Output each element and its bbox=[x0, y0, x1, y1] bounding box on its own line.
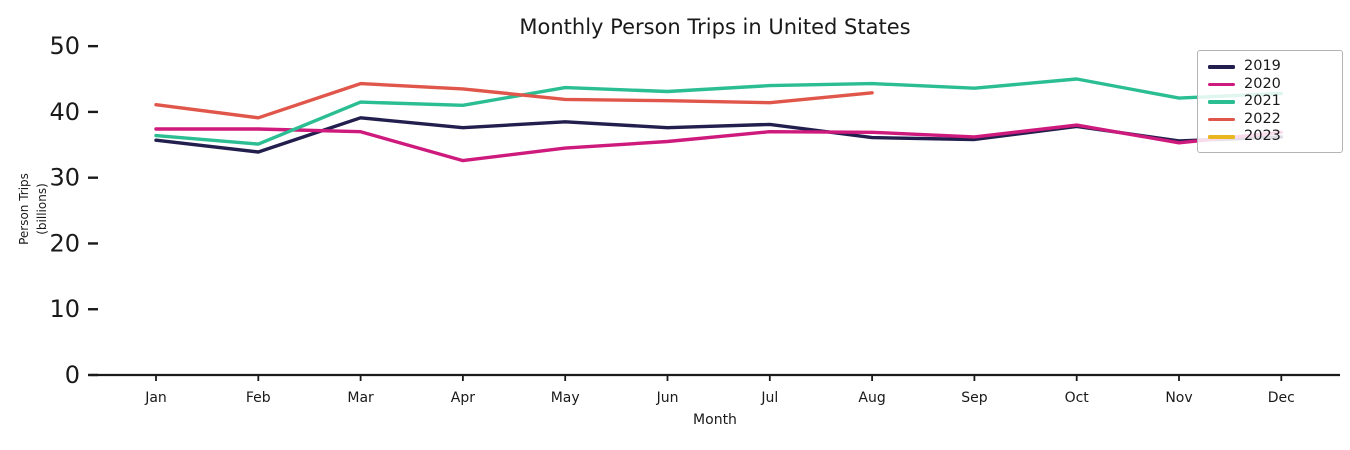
legend-item-2023: 2023 bbox=[1208, 128, 1332, 146]
legend-line-swatch-2019 bbox=[1208, 65, 1235, 69]
legend-item-2022: 2022 bbox=[1208, 111, 1332, 129]
legend-label: 2019 bbox=[1244, 58, 1281, 74]
legend-item-2019: 2019 bbox=[1208, 58, 1332, 76]
chart-title: Monthly Person Trips in United States bbox=[519, 15, 910, 39]
x-tick-label: Jun bbox=[656, 390, 679, 406]
legend-box: 2019 2020 2021 2022 2023 bbox=[1197, 50, 1343, 153]
y-tick-label: 10 bbox=[49, 295, 80, 323]
line-2022 bbox=[154, 81, 874, 120]
y-tick-label: 30 bbox=[49, 164, 80, 192]
line-2020 bbox=[154, 123, 1284, 163]
legend-item-2021: 2021 bbox=[1208, 93, 1332, 111]
legend-label: 2021 bbox=[1244, 93, 1281, 109]
data-series-lines bbox=[154, 77, 1284, 163]
x-tick-label: Apr bbox=[451, 390, 475, 406]
line-2021 bbox=[154, 77, 1284, 146]
x-axis-label: Month bbox=[693, 412, 737, 428]
y-axis-label-line1: Person Trips bbox=[17, 173, 31, 245]
x-axis-ticks: Jan Feb Mar Apr May Jun Jul Aug Sep Oct Nov Dec bbox=[144, 375, 1295, 406]
legend-line-swatch-2021 bbox=[1208, 100, 1235, 104]
y-tick-label: 40 bbox=[49, 98, 80, 126]
legend-line-swatch-2020 bbox=[1208, 82, 1235, 86]
x-tick-label: Oct bbox=[1065, 390, 1090, 406]
x-tick-label: May bbox=[551, 390, 580, 406]
y-axis-ticks: 0 10 20 30 40 50 bbox=[49, 32, 98, 389]
y-tick-label: 0 bbox=[65, 361, 80, 389]
legend-label: 2020 bbox=[1244, 75, 1281, 92]
legend-line-swatch-2022 bbox=[1208, 117, 1235, 121]
legend-line-swatch-2023 bbox=[1208, 135, 1235, 139]
x-tick-label: Jul bbox=[760, 390, 778, 406]
legend-label: 2023 bbox=[1244, 128, 1281, 144]
legend-label: 2022 bbox=[1244, 110, 1281, 127]
x-tick-label: Feb bbox=[246, 390, 271, 406]
x-tick-label: Mar bbox=[347, 390, 374, 406]
x-tick-label: Nov bbox=[1165, 390, 1192, 406]
x-tick-label: Aug bbox=[858, 390, 885, 406]
x-tick-label: Jan bbox=[144, 390, 167, 406]
x-tick-label: Sep bbox=[961, 390, 988, 406]
y-tick-label: 50 bbox=[49, 32, 80, 60]
y-axis-label-line2: (billions) bbox=[35, 183, 49, 235]
legend-item-2020: 2020 bbox=[1208, 76, 1332, 94]
x-tick-label: Dec bbox=[1268, 390, 1295, 406]
y-tick-label: 20 bbox=[49, 229, 80, 257]
